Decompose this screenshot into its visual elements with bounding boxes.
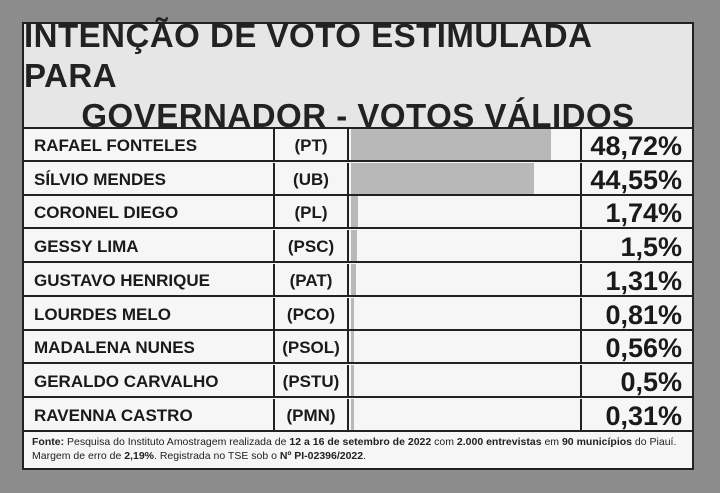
vote-percentage: 0,81% <box>580 297 692 330</box>
title-line-2: GOVERNADOR - VOTOS VÁLIDOS <box>81 96 635 134</box>
source-text-6: . <box>363 450 367 462</box>
candidate-name: CORONEL DIEGO <box>34 203 179 223</box>
source-margin: 2,19% <box>124 450 154 462</box>
vote-bar <box>351 196 358 228</box>
vote-bar <box>351 230 357 262</box>
vote-bar <box>351 162 534 194</box>
candidate-party: (PL) <box>273 196 349 228</box>
candidate-party: (PSOL) <box>273 331 349 363</box>
table-row: SÍLVIO MENDES (UB) 44,55% <box>24 162 692 196</box>
source-registration: Nº PI-02396/2022 <box>279 450 364 462</box>
table-row: RAFAEL FONTELES (PT) 48,72% <box>24 129 692 162</box>
vote-bar <box>351 331 354 363</box>
source-text-2: com <box>431 436 457 448</box>
source-text-4: do Piauí. Margem de erro de <box>32 436 677 462</box>
candidate-name: GESSY LIMA <box>34 237 139 257</box>
vote-bar <box>351 364 354 396</box>
candidate-name: RAVENNA CASTRO <box>34 405 193 425</box>
vote-bar <box>351 297 354 329</box>
bar-cell <box>351 129 579 160</box>
table-row: GERALDO CARVALHO (PSTU) 0,5% <box>24 364 692 398</box>
source-label: Fonte: <box>32 436 65 448</box>
vote-percentage: 1,31% <box>580 263 692 296</box>
bar-cell <box>351 331 579 363</box>
vote-percentage: 44,55% <box>580 162 692 195</box>
vote-percentage: 0,31% <box>580 398 692 431</box>
vote-percentage: 1,74% <box>580 196 692 228</box>
table-row: CORONEL DIEGO (PL) 1,74% <box>24 196 692 230</box>
source-text-1: Pesquisa do Instituto Amostragem realiza… <box>64 436 290 448</box>
bar-cell <box>351 297 579 329</box>
candidate-party: (PAT) <box>273 263 349 295</box>
source-text-3: em <box>541 436 562 448</box>
vote-percentage: 0,56% <box>580 331 692 363</box>
table-row: MADALENA NUNES (PSOL) 0,56% <box>24 331 692 365</box>
bar-cell <box>351 398 579 430</box>
vote-bar <box>351 263 356 295</box>
candidate-name: SÍLVIO MENDES <box>34 169 166 189</box>
bar-cell <box>351 162 579 194</box>
bar-cell <box>351 263 579 295</box>
poll-card: INTENÇÃO DE VOTO ESTIMULADA PARA GOVERNA… <box>22 17 694 470</box>
table-row: LOURDES MELO (PCO) 0,81% <box>24 297 692 331</box>
bar-cell <box>351 364 579 396</box>
candidate-name: GUSTAVO HENRIQUE <box>34 270 210 290</box>
table-row: RAVENNA CASTRO (PMN) 0,31% <box>24 398 692 432</box>
vote-percentage: 1,5% <box>580 230 692 262</box>
table-row: GESSY LIMA (PSC) 1,5% <box>24 230 692 264</box>
source-municipalities: 90 municípios <box>561 436 632 448</box>
vote-bar <box>351 129 551 160</box>
vote-percentage: 48,72% <box>580 129 692 161</box>
candidate-party: (PSTU) <box>273 364 349 396</box>
table-row: GUSTAVO HENRIQUE (PAT) 1,31% <box>24 263 692 297</box>
candidate-party: (UB) <box>273 162 349 194</box>
candidate-name: RAFAEL FONTELES <box>34 136 198 155</box>
candidate-name: LOURDES MELO <box>34 304 171 324</box>
title-line-1: INTENÇÃO DE VOTO ESTIMULADA PARA <box>24 16 592 94</box>
bar-cell <box>351 196 579 228</box>
source-interviews: 2.000 entrevistas <box>456 436 542 448</box>
candidate-party: (PT) <box>273 129 349 160</box>
chart-title: INTENÇÃO DE VOTO ESTIMULADA PARA GOVERNA… <box>24 17 692 134</box>
source-dates: 12 a 16 de setembro de 2022 <box>289 436 432 448</box>
bar-cell <box>351 230 579 262</box>
vote-percentage: 0,5% <box>580 364 692 397</box>
candidate-party: (PMN) <box>273 398 349 430</box>
candidate-party: (PSC) <box>273 230 349 262</box>
vote-bar <box>351 398 354 430</box>
candidate-party: (PCO) <box>273 297 349 329</box>
candidate-name: GERALDO CARVALHO <box>34 371 219 391</box>
source-text-5: . Registrada no TSE sob o <box>154 450 280 462</box>
source-note: Fonte: Pesquisa do Instituto Amostragem … <box>32 435 688 463</box>
candidate-name: MADALENA NUNES <box>34 338 195 358</box>
